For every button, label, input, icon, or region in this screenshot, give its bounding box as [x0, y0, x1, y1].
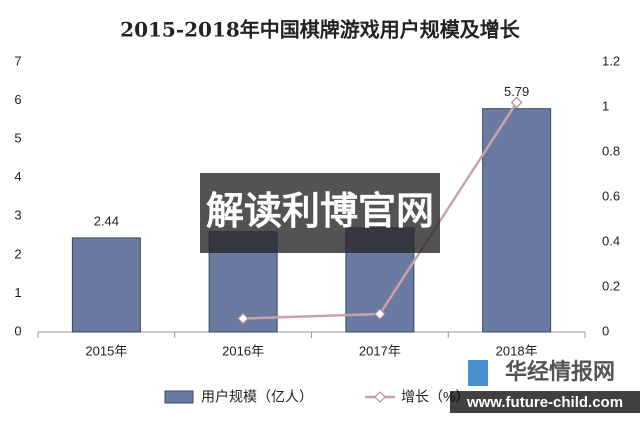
y2-tick-label: 0.4: [602, 233, 620, 248]
chart-title: 2015-2018年中国棋牌游戏用户规模及增长: [120, 18, 521, 42]
y-tick-label: 2: [14, 246, 21, 261]
watermark-strip: [450, 391, 640, 413]
y2-tick-label: 0.6: [602, 188, 620, 203]
bar: [482, 108, 552, 333]
watermark-logo: [468, 360, 488, 386]
line-marker: [510, 96, 523, 109]
line-marker: [237, 312, 249, 325]
x-tick-label: 2017年: [359, 343, 401, 358]
y2-tick-label: 1: [602, 98, 609, 113]
x-tick-label: 2016年: [222, 343, 264, 358]
y2-tick-label: 0: [602, 323, 609, 338]
y2-tick-label: 0.8: [602, 143, 620, 158]
y2-tick-label: 0.2: [602, 278, 620, 293]
y2-tick-label: 1.2: [602, 53, 620, 68]
watermark: www.future-child.com: [466, 394, 623, 411]
y-tick-label: 1: [14, 285, 21, 300]
x-tick-label: 2015年: [85, 343, 127, 358]
data-label: 5.79: [504, 84, 529, 99]
x-tick-label: 2018年: [496, 343, 538, 358]
legend-marker: [374, 391, 386, 403]
bar: [71, 237, 141, 333]
watermark: 华经情报网: [505, 359, 615, 384]
y-tick-label: 0: [14, 323, 21, 338]
line-marker: [374, 308, 386, 320]
legend-label: 用户规模（亿人）: [201, 389, 313, 405]
y-tick-label: 5: [14, 131, 21, 146]
y-tick-label: 6: [14, 92, 21, 107]
data-label: 2.44: [94, 213, 119, 228]
y-tick-label: 3: [14, 208, 21, 223]
y-tick-label: 7: [14, 53, 21, 68]
legend-swatch: [164, 390, 194, 404]
y-tick-label: 4: [14, 169, 21, 184]
watermark: 解读利博官网: [206, 191, 434, 233]
watermark-box: [200, 173, 440, 253]
